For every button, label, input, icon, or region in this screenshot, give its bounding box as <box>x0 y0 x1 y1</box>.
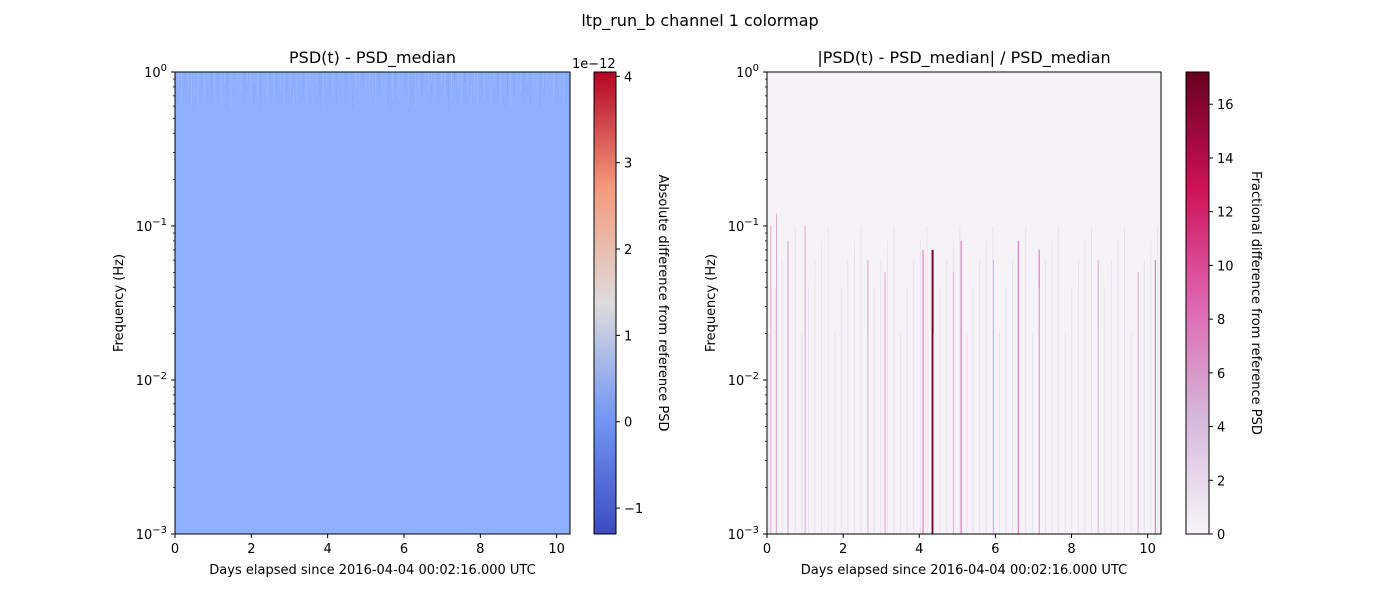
right-colorbar-tick-label: 16 <box>1217 98 1234 113</box>
left-chart-title: PSD(t) - PSD_median <box>289 48 456 68</box>
left-y-tick-label: 10−3 <box>136 525 167 543</box>
right-colorbar-tick-label: 14 <box>1217 152 1234 167</box>
left-colorbar-tick-label: 3 <box>624 157 632 172</box>
right-colorbar-tick-label: 2 <box>1217 474 1225 489</box>
right-colorbar-label: Fractional difference from reference PSD <box>1248 171 1263 435</box>
left-colorbar-label: Absolute difference from reference PSD <box>655 174 670 431</box>
left-heatmap-streaks <box>174 72 568 108</box>
right-y-axis-label: Frequency (Hz) <box>704 254 719 352</box>
left-heatmap-field <box>175 72 570 534</box>
right-y-tick-label: 10−1 <box>728 217 759 235</box>
left-colorbar <box>593 71 617 535</box>
right-y-tick-label: 10−3 <box>728 525 759 543</box>
left-colorbar-tick-label: 4 <box>624 70 632 85</box>
left-x-tick-label: 10 <box>548 542 565 557</box>
right-colorbar-tick-label: 4 <box>1217 421 1225 436</box>
right-x-tick-label: 6 <box>991 542 999 557</box>
left-x-axis-label: Days elapsed since 2016-04-04 00:02:16.0… <box>209 563 535 578</box>
right-colorbar-tick-label: 0 <box>1217 528 1225 543</box>
right-heatmap-spikes <box>768 213 1158 534</box>
left-y-tick-label: 100 <box>144 63 167 81</box>
left-colorbar-tick-label: 0 <box>624 416 632 431</box>
left-x-tick-label: 8 <box>476 542 484 557</box>
right-y-tick-label: 10−2 <box>728 371 759 389</box>
left-x-tick-label: 4 <box>324 542 332 557</box>
left-x-tick-label: 6 <box>400 542 408 557</box>
left-y-axis-label: Frequency (Hz) <box>112 254 127 352</box>
left-x-tick-label: 0 <box>171 542 179 557</box>
right-colorbar-tick-label: 8 <box>1217 313 1225 328</box>
right-colorbar-tick-label: 6 <box>1217 367 1225 382</box>
left-y-tick-label: 10−1 <box>136 217 167 235</box>
right-y-tick-label: 100 <box>736 63 759 81</box>
right-chart-title: |PSD(t) - PSD_median| / PSD_median <box>817 48 1110 68</box>
right-x-tick-label: 8 <box>1067 542 1075 557</box>
left-y-tick-label: 10−2 <box>136 371 167 389</box>
right-x-tick-label: 2 <box>839 542 847 557</box>
left-axes-frame <box>174 71 571 535</box>
right-x-tick-label: 0 <box>763 542 771 557</box>
right-axes-frame <box>766 71 1162 535</box>
left-colorbar-tick-label: 1 <box>624 329 632 344</box>
left-x-tick-label: 2 <box>247 542 255 557</box>
right-colorbar-tick-label: 10 <box>1217 259 1234 274</box>
right-colorbar <box>1185 71 1210 535</box>
right-x-axis-label: Days elapsed since 2016-04-04 00:02:16.0… <box>801 563 1127 578</box>
right-heatmap-field <box>767 72 1161 534</box>
right-x-tick-label: 10 <box>1139 542 1156 557</box>
left-colorbar-offset: 1e−12 <box>572 57 616 72</box>
right-x-tick-label: 4 <box>915 542 923 557</box>
left-colorbar-tick-label: −1 <box>624 502 643 517</box>
left-colorbar-tick-label: 2 <box>624 243 632 258</box>
right-colorbar-tick-label: 12 <box>1217 206 1234 221</box>
figure-suptitle: ltp_run_b channel 1 colormap <box>581 11 818 31</box>
